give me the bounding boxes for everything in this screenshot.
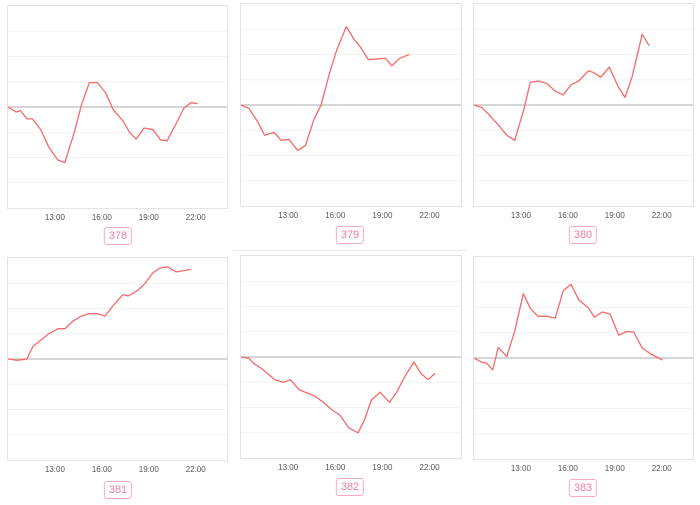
x-tick-label: 13:00 [45, 213, 66, 222]
x-tick-label: 19:00 [139, 213, 160, 222]
x-tick-label: 16:00 [92, 213, 113, 222]
x-tick-label: 13:00 [278, 211, 299, 220]
series-line [7, 81, 198, 164]
x-tick-label: 16:00 [325, 463, 346, 472]
plot-area: 13:00 16:00 19:00 22:00 [473, 256, 694, 473]
x-tick-label: 13:00 [511, 464, 532, 473]
line-chart: 13:00 16:00 19:00 22:00 [7, 30, 227, 222]
chart-id-badge[interactable]: 381 [103, 481, 133, 499]
plot-area: 13:00 16:00 19:00 22:00 [7, 257, 228, 474]
x-tick-label: 19:00 [605, 211, 626, 220]
plot-area: 13:00 16:00 19:00 22:00 [473, 3, 694, 220]
x-tick-label: 22:00 [186, 465, 207, 474]
x-tick-label: 13:00 [45, 465, 66, 474]
x-tick-label: 16:00 [92, 465, 113, 474]
x-tick-label: 16:00 [558, 464, 579, 473]
chart-id-badge[interactable]: 378 [103, 227, 133, 245]
plot-area: 13:00 16:00 19:00 22:00 [240, 3, 462, 220]
x-tick-label: 22:00 [186, 213, 207, 222]
series-line [240, 356, 436, 434]
line-chart: 13:00 16:00 19:00 22:00 [473, 281, 693, 473]
x-tick-label: 13:00 [511, 211, 532, 220]
plot-area: 13:00 16:00 19:00 22:00 [7, 5, 228, 222]
x-tick-label: 19:00 [605, 464, 626, 473]
x-tick-label: 22:00 [420, 211, 441, 220]
chart-id-badge[interactable]: 380 [568, 226, 598, 244]
line-chart: 13:00 16:00 19:00 22:00 [240, 26, 461, 220]
series-line [473, 283, 663, 371]
series-line [240, 26, 410, 152]
x-tick-label: 16:00 [325, 211, 346, 220]
series-line [7, 266, 192, 361]
line-chart: 13:00 16:00 19:00 22:00 [7, 266, 227, 474]
x-tick-label: 19:00 [139, 465, 160, 474]
series-line [473, 33, 650, 141]
row-separator [233, 250, 467, 251]
line-chart: 13:00 16:00 19:00 22:00 [473, 28, 693, 220]
x-tick-label: 13:00 [278, 463, 299, 472]
plot-area: 13:00 16:00 19:00 22:00 [240, 255, 462, 472]
x-tick-label: 22:00 [652, 211, 673, 220]
chart-id-badge[interactable]: 383 [568, 479, 598, 497]
chart-id-badge[interactable]: 382 [335, 478, 365, 496]
x-tick-label: 19:00 [372, 463, 393, 472]
x-tick-label: 16:00 [558, 211, 579, 220]
x-tick-label: 22:00 [652, 464, 673, 473]
chart-id-badge[interactable]: 379 [335, 226, 365, 244]
x-tick-label: 19:00 [372, 211, 393, 220]
line-chart: 13:00 16:00 19:00 22:00 [240, 280, 461, 472]
x-tick-label: 22:00 [420, 463, 441, 472]
